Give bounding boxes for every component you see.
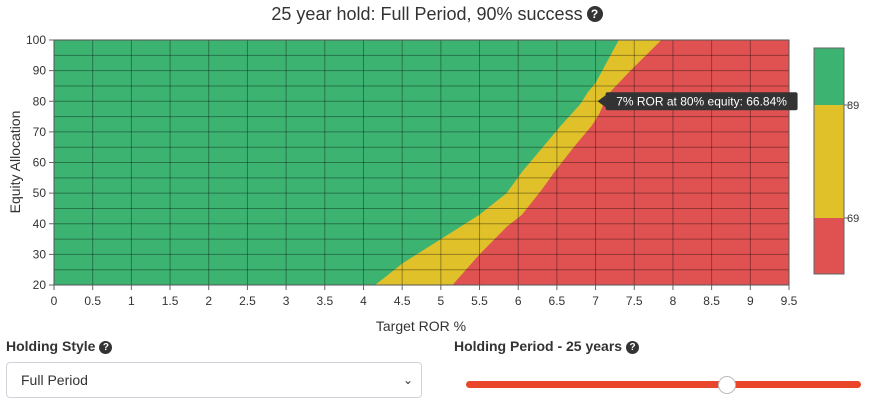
chevron-down-icon: ⌄ <box>402 373 413 387</box>
x-tick-label: 0 <box>51 294 58 308</box>
y-tick-label: 30 <box>33 247 47 261</box>
x-tick-label: 7 <box>592 294 599 308</box>
colorbar-label: 89 <box>847 100 859 112</box>
holding-period-label-text: Holding Period - 25 years <box>454 338 623 354</box>
y-tick-label: 90 <box>33 64 47 78</box>
holding-period-slider-thumb[interactable] <box>717 376 736 394</box>
x-tick-label: 5 <box>437 294 444 308</box>
y-tick-label: 70 <box>33 125 47 139</box>
tooltip-text: 7% ROR at 80% equity: 66.84% <box>616 94 787 108</box>
heatmap-chart: 0 0.5 1 1.5 2 2.5 3 3.5 4 4.5 5 5.5 6 6.5 7 7.5 8 8.5 9 9.5… <box>7 33 859 334</box>
chart-title: 25 year hold: Full Period, 90% success? <box>0 4 874 25</box>
colorbar: 89 69 <box>813 47 859 275</box>
x-tick-label: 0.5 <box>84 294 101 308</box>
colorbar-border <box>813 47 845 275</box>
y-tick-label: 50 <box>33 186 47 200</box>
chart-title-text: 25 year hold: Full Period, 90% success <box>271 4 583 24</box>
holding-style-value: Full Period <box>21 372 88 388</box>
x-tick-label: 1 <box>128 294 135 308</box>
colorbar-label: 69 <box>847 213 859 225</box>
tooltip-box <box>605 92 798 111</box>
holding-style-select[interactable]: Full Period ⌄ <box>6 362 422 398</box>
holding-period-help-icon[interactable]: ? <box>626 341 640 354</box>
x-tick-label: 2 <box>205 294 212 308</box>
y-tick-label: 20 <box>33 278 47 292</box>
help-icon[interactable]: ? <box>586 6 603 22</box>
holding-style-help-icon[interactable]: ? <box>99 341 113 354</box>
x-tick-label: 8.5 <box>703 294 720 308</box>
x-tick-label: 8 <box>670 294 677 308</box>
colorbar-segment <box>814 218 844 274</box>
x-axis-label: Target ROR % <box>376 318 466 334</box>
zone-green <box>54 40 619 285</box>
holding-style-label: Holding Style? <box>6 338 113 354</box>
x-tick-label: 1.5 <box>162 294 179 308</box>
y-tick-label: 100 <box>26 33 46 47</box>
holding-style-label-text: Holding Style <box>6 338 96 354</box>
tooltip: 7% ROR at 80% equity: 66.84% <box>597 92 798 111</box>
x-tick-label: 7.5 <box>626 294 643 308</box>
x-tick-label: 2.5 <box>239 294 256 308</box>
tooltip-arrow <box>597 95 606 108</box>
x-tick-label: 3 <box>283 294 290 308</box>
x-tick-label: 4.5 <box>394 294 411 308</box>
x-tick-label: 6 <box>515 294 522 308</box>
x-tick-label: 5.5 <box>471 294 488 308</box>
x-tick-label: 3.5 <box>316 294 333 308</box>
holding-period-slider-track[interactable] <box>466 381 861 388</box>
x-tick-label: 6.5 <box>549 294 566 308</box>
y-axis-label: Equity Allocation <box>7 111 23 214</box>
colorbar-segment <box>814 48 844 105</box>
y-tick-label: 80 <box>33 94 47 108</box>
y-tick-label: 40 <box>33 217 47 231</box>
x-tick-label: 4 <box>360 294 367 308</box>
holding-period-label: Holding Period - 25 years? <box>454 338 640 354</box>
colorbar-segment <box>814 105 844 218</box>
x-tick-label: 9.5 <box>781 294 798 308</box>
y-tick-label: 60 <box>33 156 47 170</box>
x-tick-label: 9 <box>747 294 754 308</box>
